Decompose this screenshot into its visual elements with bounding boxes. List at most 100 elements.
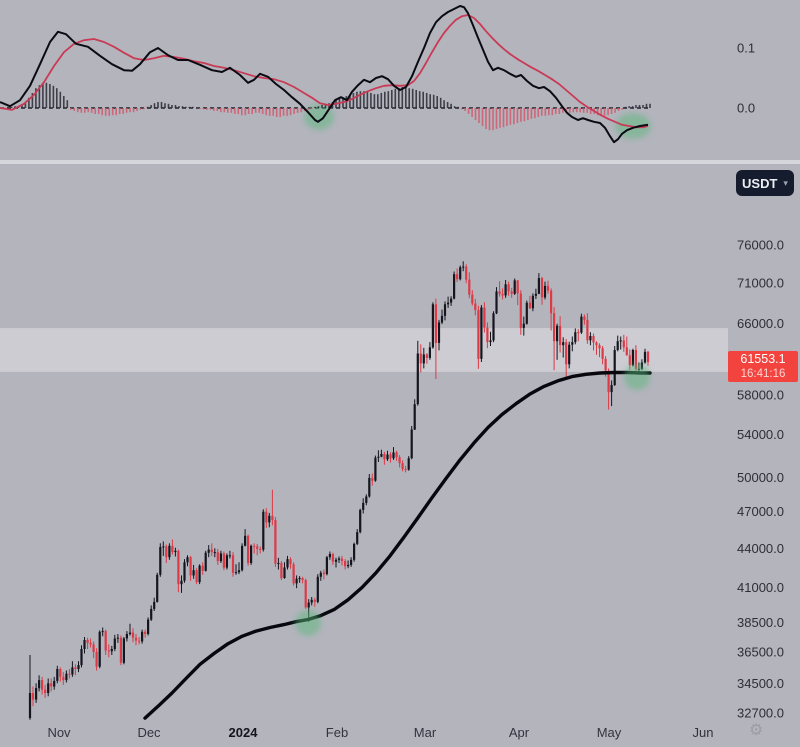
histogram-bar [209, 108, 212, 110]
histogram-bar [380, 93, 383, 108]
candle-body [610, 385, 613, 393]
candle-body [498, 291, 501, 294]
histogram-bar [572, 108, 574, 113]
candle-body [159, 547, 162, 575]
candle-body [316, 576, 319, 602]
histogram-bar [223, 108, 226, 113]
histogram-bar [425, 93, 428, 108]
candle-body [219, 553, 222, 562]
histogram-bar [359, 91, 362, 108]
candle-body [607, 370, 610, 393]
histogram-bar [230, 108, 233, 113]
candle-body [189, 557, 192, 576]
histogram-bar [52, 85, 55, 108]
candle-body [41, 680, 44, 690]
histogram-bar [582, 108, 585, 113]
candle-body [153, 601, 156, 609]
histogram-bar [279, 108, 281, 117]
histogram-bar [520, 108, 522, 122]
candle-body [416, 353, 419, 405]
histogram-bar [513, 108, 515, 125]
histogram-bar [247, 108, 250, 114]
histogram-bar [436, 96, 438, 108]
candle-body [113, 638, 116, 649]
candle-body [310, 599, 313, 603]
histogram-bar [408, 88, 410, 108]
candle-body [216, 552, 219, 562]
candle-body [507, 284, 510, 292]
candle-body [250, 545, 253, 563]
histogram-bar [569, 108, 571, 113]
candle-body [428, 347, 431, 358]
histogram-bar [548, 108, 550, 116]
candle-body [571, 342, 574, 345]
quote-currency-label: USDT [742, 175, 778, 191]
candle-body [201, 565, 204, 571]
last-price-label[interactable]: 61553.1 16:41:16 [728, 351, 798, 382]
histogram-bar [544, 108, 547, 116]
candle-body [556, 325, 559, 342]
price-panel [0, 261, 728, 720]
histogram-bar [206, 108, 208, 110]
candle-body [177, 550, 180, 585]
candle-body [340, 558, 344, 562]
candle-body [425, 354, 428, 358]
histogram-bar [502, 108, 505, 128]
histogram-bar [485, 108, 487, 129]
candle-body [292, 564, 295, 584]
candle-body [322, 572, 325, 575]
histogram-bar [530, 108, 533, 119]
time-axis[interactable]: Nov Dec 2024 Feb Mar Apr May Jun [47, 725, 713, 740]
histogram-bar [384, 91, 386, 108]
price-axis[interactable]: 76000.0 71000.0 66000.0 58000.0 54000.0 50000… [737, 238, 784, 721]
candle-body [125, 634, 128, 639]
month-label: Dec [137, 725, 161, 740]
candle-body [59, 669, 62, 677]
histogram-bar [446, 102, 449, 108]
histogram-bar [237, 108, 240, 114]
candle-body [386, 454, 389, 460]
candle-body [277, 563, 280, 564]
candle-body [592, 336, 595, 343]
candle-body [304, 580, 307, 608]
candle-body [262, 511, 265, 550]
candle-body [147, 619, 150, 634]
histogram-bar [38, 85, 41, 108]
histogram-bar [628, 106, 630, 108]
histogram-bar [35, 88, 37, 108]
indicator-axis[interactable]: 0.1 0.0 [737, 41, 755, 116]
candle-body [198, 565, 201, 583]
histogram-bar [443, 100, 445, 108]
histogram-bar [356, 91, 358, 108]
histogram-bar [562, 108, 564, 113]
indicator-tick-label: 0.1 [737, 41, 755, 56]
candle-body [28, 693, 32, 719]
quote-currency-button[interactable]: USDT ▾ [736, 170, 794, 196]
histogram-bar [363, 91, 365, 108]
candle-body [134, 637, 138, 641]
chevron-down-icon: ▾ [783, 177, 788, 188]
candle-body [519, 293, 522, 328]
candle-body [89, 642, 92, 645]
histogram-bar [213, 108, 215, 111]
axis-settings-gear-icon[interactable]: ⚙ [749, 722, 764, 739]
candle-body [434, 304, 437, 343]
histogram-bar [411, 88, 414, 108]
candle-body [228, 555, 231, 557]
histogram-bar [185, 106, 187, 108]
candle-body [171, 545, 174, 553]
candle-body [495, 291, 498, 314]
histogram-bar [488, 108, 491, 131]
histogram-bar [596, 108, 599, 116]
candle-body [489, 340, 492, 343]
histogram-bar [296, 108, 299, 113]
histogram-bar [537, 108, 540, 117]
candle-body [234, 572, 238, 574]
histogram-bar [586, 108, 588, 113]
candle-body [577, 332, 580, 334]
candle-body [128, 632, 132, 635]
histogram-bar [167, 103, 170, 108]
candle-body [174, 550, 177, 553]
histogram-bar [405, 87, 407, 108]
